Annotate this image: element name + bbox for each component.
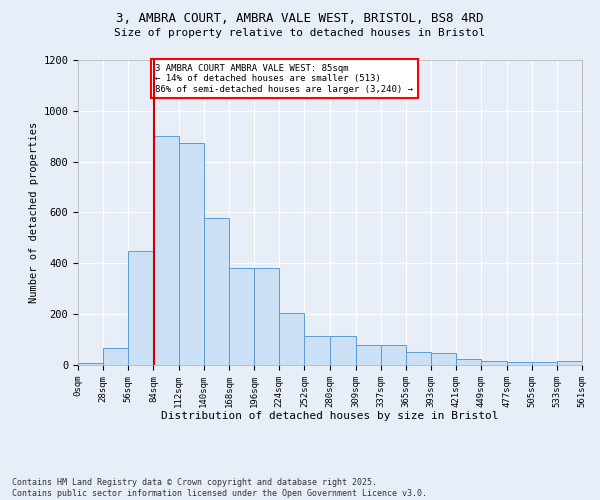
Text: 3 AMBRA COURT AMBRA VALE WEST: 85sqm
← 14% of detached houses are smaller (513)
: 3 AMBRA COURT AMBRA VALE WEST: 85sqm ← 1… xyxy=(155,64,413,94)
Bar xyxy=(78,363,103,365)
X-axis label: Distribution of detached houses by size in Bristol: Distribution of detached houses by size … xyxy=(161,411,499,421)
Bar xyxy=(381,344,406,365)
Bar xyxy=(304,336,329,365)
Bar xyxy=(154,136,179,365)
Text: Size of property relative to detached houses in Bristol: Size of property relative to detached ho… xyxy=(115,28,485,38)
Bar xyxy=(431,353,456,365)
Bar xyxy=(356,344,381,365)
Bar xyxy=(557,361,582,365)
Bar xyxy=(532,362,557,365)
Bar xyxy=(103,348,128,365)
Bar xyxy=(254,268,279,365)
Bar xyxy=(456,360,481,365)
Bar xyxy=(329,336,356,365)
Bar xyxy=(204,218,229,365)
Bar xyxy=(128,250,154,365)
Bar xyxy=(406,352,431,365)
Bar xyxy=(229,268,254,365)
Bar xyxy=(279,313,304,365)
Text: Contains HM Land Registry data © Crown copyright and database right 2025.
Contai: Contains HM Land Registry data © Crown c… xyxy=(12,478,427,498)
Text: 3, AMBRA COURT, AMBRA VALE WEST, BRISTOL, BS8 4RD: 3, AMBRA COURT, AMBRA VALE WEST, BRISTOL… xyxy=(116,12,484,26)
Bar xyxy=(179,142,204,365)
Bar xyxy=(481,361,506,365)
Y-axis label: Number of detached properties: Number of detached properties xyxy=(29,122,39,303)
Bar xyxy=(506,362,532,365)
